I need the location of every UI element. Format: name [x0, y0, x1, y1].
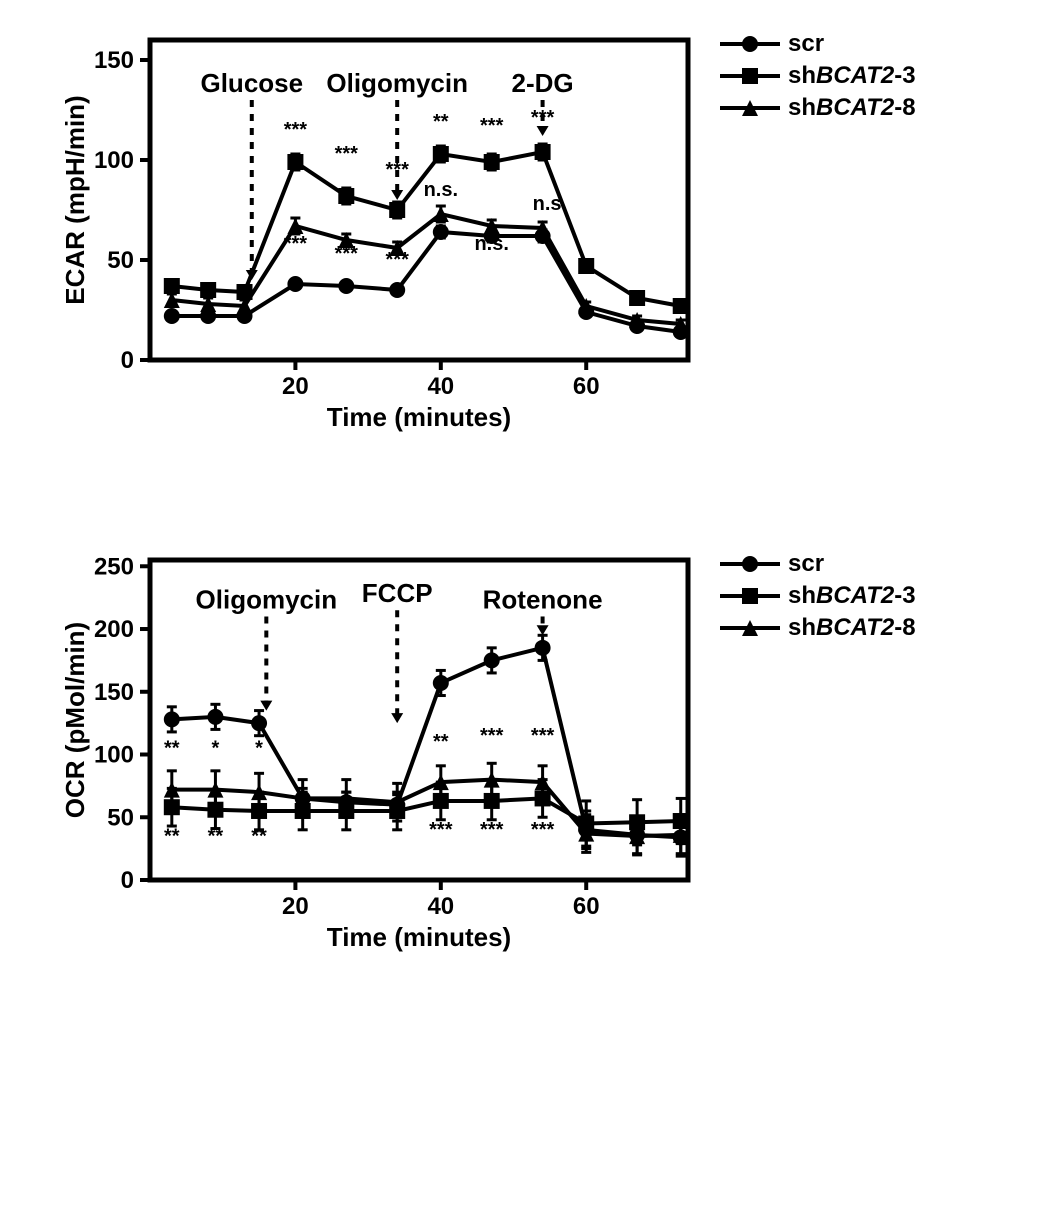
- legend-item: shBCAT2-8: [720, 94, 916, 122]
- svg-text:FCCP: FCCP: [362, 578, 433, 608]
- svg-text:***: ***: [335, 243, 359, 265]
- svg-text:***: ***: [429, 819, 453, 841]
- svg-text:***: ***: [531, 107, 555, 129]
- svg-text:150: 150: [94, 679, 134, 706]
- svg-text:20: 20: [282, 893, 309, 920]
- chart-ecar-svg: 0 50 100 150 20 40 60 Time (minutes) ECAR (mpH/m…: [60, 20, 700, 440]
- svg-text:***: ***: [480, 115, 504, 137]
- svg-text:**: **: [164, 738, 180, 760]
- svg-text:100: 100: [94, 742, 134, 769]
- svg-text:***: ***: [335, 143, 359, 165]
- svg-text:n.s.: n.s.: [424, 179, 458, 201]
- svg-text:*: *: [212, 738, 220, 760]
- panel-ecar: 0 50 100 150 20 40 60 Time (minutes) ECAR (mpH/m…: [60, 20, 1046, 440]
- legend-ecar: scr shBCAT2-3 shBCAT2-8: [720, 30, 916, 126]
- svg-text:***: ***: [531, 819, 555, 841]
- legend-label: scr: [788, 30, 824, 58]
- svg-text:50: 50: [107, 804, 134, 831]
- svg-text:Rotenone: Rotenone: [483, 584, 603, 614]
- svg-text:***: ***: [480, 819, 504, 841]
- svg-text:***: ***: [480, 725, 504, 747]
- svg-text:Oligomycin: Oligomycin: [326, 68, 468, 98]
- svg-text:Glucose: Glucose: [200, 68, 303, 98]
- legend-label: shBCAT2-8: [788, 94, 916, 122]
- svg-text:***: ***: [284, 233, 308, 255]
- svg-text:OCR (pMol/min): OCR (pMol/min): [60, 622, 90, 818]
- svg-text:60: 60: [573, 373, 600, 400]
- legend-item: shBCAT2-3: [720, 62, 916, 90]
- svg-text:**: **: [433, 111, 449, 133]
- svg-text:0: 0: [121, 347, 134, 374]
- svg-text:250: 250: [94, 553, 134, 580]
- legend-item: shBCAT2-8: [720, 614, 916, 642]
- chart-ocr-svg: 0 50 100 150 200 250 20 40 60 Time (minutes) OCR (…: [60, 540, 700, 960]
- legend-item: shBCAT2-3: [720, 582, 916, 610]
- panel-ocr: 0 50 100 150 200 250 20 40 60 Time (minutes) OCR (…: [60, 540, 1046, 960]
- svg-text:*: *: [255, 738, 263, 760]
- svg-text:40: 40: [427, 373, 454, 400]
- svg-text:Time (minutes): Time (minutes): [327, 922, 511, 952]
- svg-text:200: 200: [94, 616, 134, 643]
- svg-text:100: 100: [94, 147, 134, 174]
- plot-ecar: 0 50 100 150 20 40 60 Time (minutes) ECAR (mpH/m…: [60, 20, 700, 440]
- svg-text:n.s.: n.s.: [533, 193, 567, 215]
- svg-text:Time (minutes): Time (minutes): [327, 402, 511, 432]
- svg-text:**: **: [433, 731, 449, 753]
- svg-text:40: 40: [427, 893, 454, 920]
- svg-text:ECAR (mpH/min): ECAR (mpH/min): [60, 95, 90, 304]
- svg-text:60: 60: [573, 893, 600, 920]
- svg-text:***: ***: [531, 725, 555, 747]
- svg-text:Oligomycin: Oligomycin: [196, 584, 338, 614]
- svg-text:**: **: [251, 825, 267, 847]
- legend-item: scr: [720, 550, 916, 578]
- legend-ocr: scr shBCAT2-3 shBCAT2-8: [720, 550, 916, 646]
- svg-text:20: 20: [282, 373, 309, 400]
- svg-text:n.s.: n.s.: [474, 233, 508, 255]
- svg-text:50: 50: [107, 247, 134, 274]
- legend-item: scr: [720, 30, 916, 58]
- legend-label: shBCAT2-3: [788, 582, 916, 610]
- figure: 0 50 100 150 20 40 60 Time (minutes) ECAR (mpH/m…: [20, 20, 1046, 960]
- svg-text:**: **: [164, 825, 180, 847]
- svg-text:***: ***: [386, 249, 410, 271]
- legend-label: shBCAT2-8: [788, 614, 916, 642]
- svg-text:150: 150: [94, 47, 134, 74]
- legend-label: shBCAT2-3: [788, 62, 916, 90]
- svg-text:***: ***: [386, 159, 410, 181]
- svg-text:**: **: [208, 825, 224, 847]
- legend-label: scr: [788, 550, 824, 578]
- svg-text:2-DG: 2-DG: [512, 68, 574, 98]
- plot-ocr: 0 50 100 150 200 250 20 40 60 Time (minutes) OCR (…: [60, 540, 700, 960]
- svg-text:0: 0: [121, 867, 134, 894]
- svg-text:***: ***: [284, 119, 308, 141]
